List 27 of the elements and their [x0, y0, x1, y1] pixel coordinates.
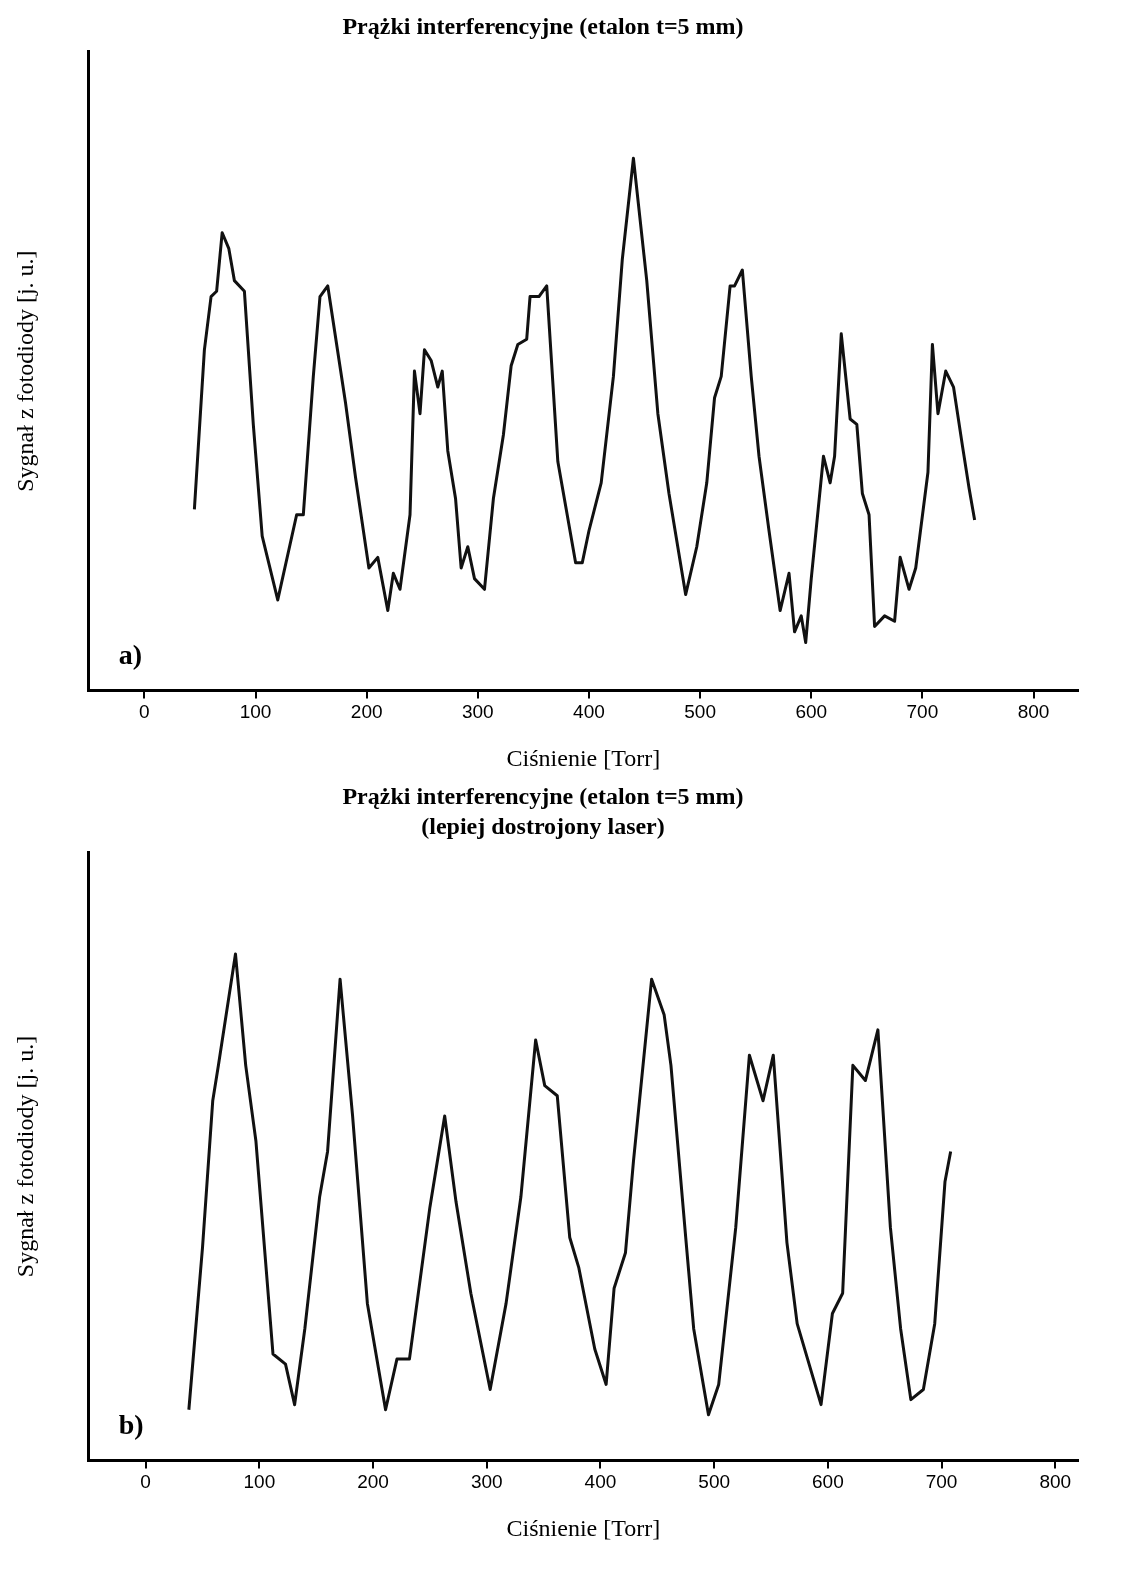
x-tick-label: 800	[1039, 1471, 1072, 1493]
x-axis-title: Ciśnienie [Torr]	[506, 744, 661, 771]
annotation: b)	[118, 1408, 144, 1440]
chart-title: Prążki interferencyjne (etalon t=5 mm)	[342, 12, 744, 39]
y-axis-title: Sygnał z fotodiody [j. u.]	[11, 1035, 38, 1278]
x-tick-label: 200	[350, 701, 383, 723]
x-tick-label: 0	[139, 701, 150, 723]
x-axis-title: Ciśnienie [Torr]	[506, 1514, 661, 1541]
x-tick-label: 800	[1017, 701, 1050, 723]
x-tick-label: 600	[812, 1471, 844, 1493]
x-tick-label: 700	[925, 1471, 958, 1493]
x-tick-label: 300	[470, 1471, 503, 1493]
x-tick-label: 300	[461, 701, 494, 723]
chart-title: Prążki interferencyjne (etalon t=5 mm)	[342, 782, 744, 809]
x-tick-label: 600	[795, 701, 828, 723]
x-tick-label: 700	[906, 701, 939, 723]
x-tick-label: 500	[684, 701, 716, 723]
annotation: a)	[118, 638, 143, 670]
chart-subtitle: (lepiej dostrojony laser)	[421, 813, 665, 840]
x-tick-label: 500	[698, 1471, 731, 1493]
x-tick-label: 400	[573, 701, 605, 723]
x-tick-label: 100	[243, 1471, 276, 1493]
x-tick-label: 400	[584, 1471, 617, 1493]
x-tick-label: 100	[239, 701, 272, 723]
x-tick-label: 0	[140, 1471, 151, 1493]
y-axis-title: Sygnał z fotodiody [j. u.]	[11, 250, 38, 492]
x-tick-label: 200	[357, 1471, 389, 1493]
